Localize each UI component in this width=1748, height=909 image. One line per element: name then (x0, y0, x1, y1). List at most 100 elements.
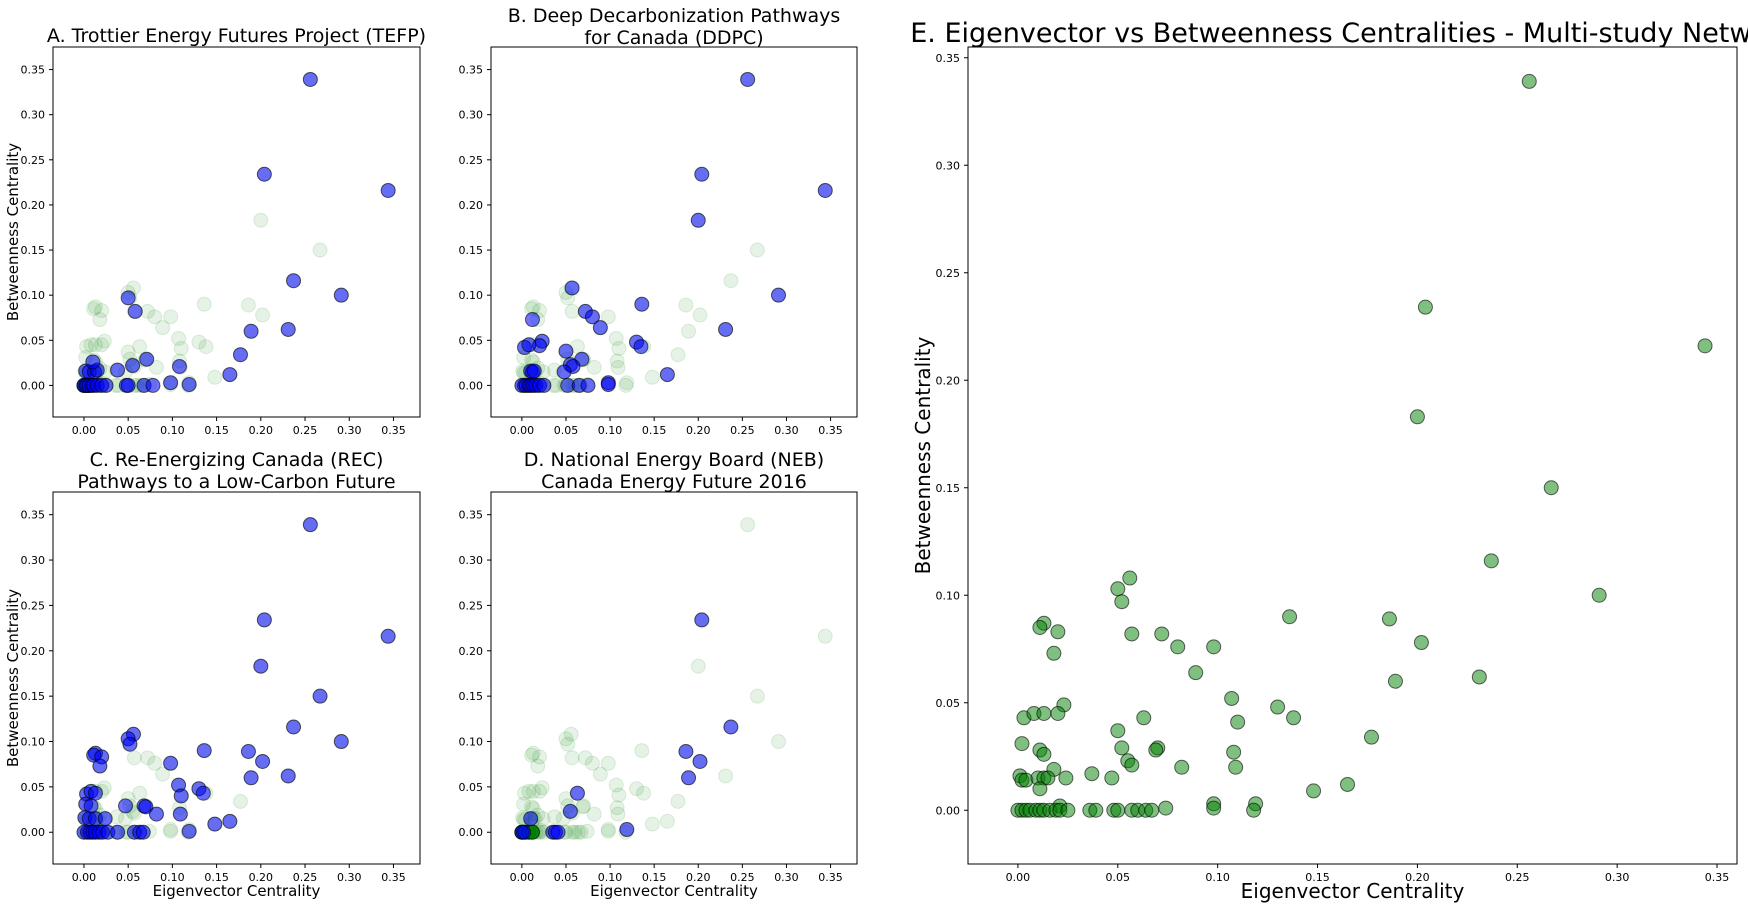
x-tick-label: 0.00 (72, 871, 97, 884)
background-point (723, 273, 739, 289)
highlight-point (253, 658, 269, 674)
background-point (198, 339, 214, 355)
scatter-point (1306, 783, 1322, 799)
background-point (629, 781, 645, 797)
x-tick-label: 0.20 (1405, 871, 1430, 884)
chart-title-line: E. Eigenvector vs Betweenness Centraliti… (910, 18, 1748, 49)
data-points (1010, 73, 1713, 818)
plot-area-frame (52, 46, 421, 418)
highlight-point (118, 798, 134, 814)
background-point (740, 517, 756, 533)
y-tick-label: 0.30 (21, 109, 46, 122)
y-tick-label: 0.35 (21, 509, 46, 522)
y-tick-label: 0.05 (936, 697, 961, 710)
y-tick-label: 0.35 (459, 64, 484, 77)
x-tick-label: 0.20 (686, 871, 711, 884)
background-point (608, 330, 624, 346)
background-point (564, 750, 580, 766)
x-tick-label: 0.25 (730, 871, 755, 884)
background-point (132, 339, 148, 355)
background-point (609, 800, 625, 816)
data-points (514, 71, 833, 393)
background-point (600, 309, 616, 325)
scatter-point (1144, 802, 1160, 818)
highlight-point (312, 688, 328, 704)
x-tick-label: 0.05 (116, 871, 141, 884)
background-point (749, 688, 765, 704)
background-point (532, 783, 548, 799)
x-tick-label: 0.10 (1205, 871, 1230, 884)
scatter-point (1591, 587, 1607, 603)
highlight-point (196, 743, 212, 759)
x-tick-label: 0.35 (381, 871, 406, 884)
x-tick-label: 0.25 (293, 871, 318, 884)
y-axis-label: Betweenness Centrality (4, 143, 22, 321)
background-point (147, 755, 163, 771)
y-tick-label: 0.30 (936, 159, 961, 172)
y-tick-label: 0.35 (459, 509, 484, 522)
y-tick-label: 0.00 (21, 826, 46, 839)
background-point (163, 822, 179, 838)
scatter-point (1230, 714, 1246, 730)
scatter-point (1122, 570, 1138, 586)
background-point (771, 734, 787, 750)
background-point (579, 823, 595, 839)
scatter-point (1060, 802, 1076, 818)
background-point (196, 296, 212, 312)
highlight-point (550, 824, 566, 840)
scatter-point (1387, 673, 1403, 689)
background-point (564, 303, 580, 319)
plot-area-frame (52, 491, 421, 865)
highlight-point (558, 343, 574, 359)
highlight-point (135, 824, 151, 840)
highlight-point (92, 758, 108, 774)
highlight-point (127, 303, 143, 319)
scatter-point (1246, 802, 1262, 818)
x-tick-label: 0.30 (1605, 871, 1630, 884)
scatter-point (1521, 73, 1537, 89)
background-point (610, 806, 626, 822)
scatter-point (1413, 635, 1429, 651)
highlight-point (145, 377, 161, 393)
background-point (120, 344, 136, 360)
x-axis-label: Eigenvector Centrality (590, 882, 758, 900)
background-point (94, 303, 110, 319)
background-point (155, 320, 171, 336)
highlight-point (556, 364, 572, 380)
scatter-point (1206, 639, 1222, 655)
background-point (690, 658, 706, 674)
y-tick-label: 0.15 (459, 244, 484, 257)
background-point (618, 377, 634, 393)
scatter-point (1148, 742, 1164, 758)
highlight-point (302, 71, 318, 87)
x-tick-label: 0.20 (249, 424, 274, 437)
x-tick-label: 0.35 (381, 424, 406, 437)
highlight-point (526, 363, 542, 379)
scatter-point (1110, 723, 1126, 739)
chart-panel-d: D. National Energy Board (NEB) Canada Ene… (459, 449, 858, 900)
x-tick-label: 0.00 (510, 424, 535, 437)
x-tick-label: 0.00 (72, 424, 97, 437)
background-point (87, 337, 103, 353)
background-point (240, 297, 256, 313)
background-point (546, 809, 562, 825)
x-tick-label: 0.30 (774, 871, 799, 884)
highlight-point (173, 788, 189, 804)
x-tick-label: 0.35 (1705, 871, 1730, 884)
background-point (634, 743, 650, 759)
chart-panel-c: C. Re-Energizing Canada (REC) Pathways to… (4, 449, 421, 900)
highlight-point (255, 753, 271, 769)
x-tick-label: 0.05 (1106, 871, 1131, 884)
chart-title: A. Trottier Energy Futures Project (TEFP… (47, 25, 426, 47)
x-tick-label: 0.35 (818, 424, 843, 437)
background-point (619, 375, 635, 391)
background-point (817, 628, 833, 644)
x-tick-label: 0.05 (116, 424, 141, 437)
x-axis-label: Eigenvector Centrality (1241, 879, 1465, 903)
background-point (148, 359, 164, 375)
chart-title: B. Deep Decarbonization Pathways for Cana… (508, 5, 841, 49)
background-point (532, 749, 548, 765)
background-point (173, 340, 189, 356)
highlight-point (120, 377, 136, 393)
chart-panel-a: A. Trottier Energy Futures Project (TEFP… (4, 25, 426, 437)
